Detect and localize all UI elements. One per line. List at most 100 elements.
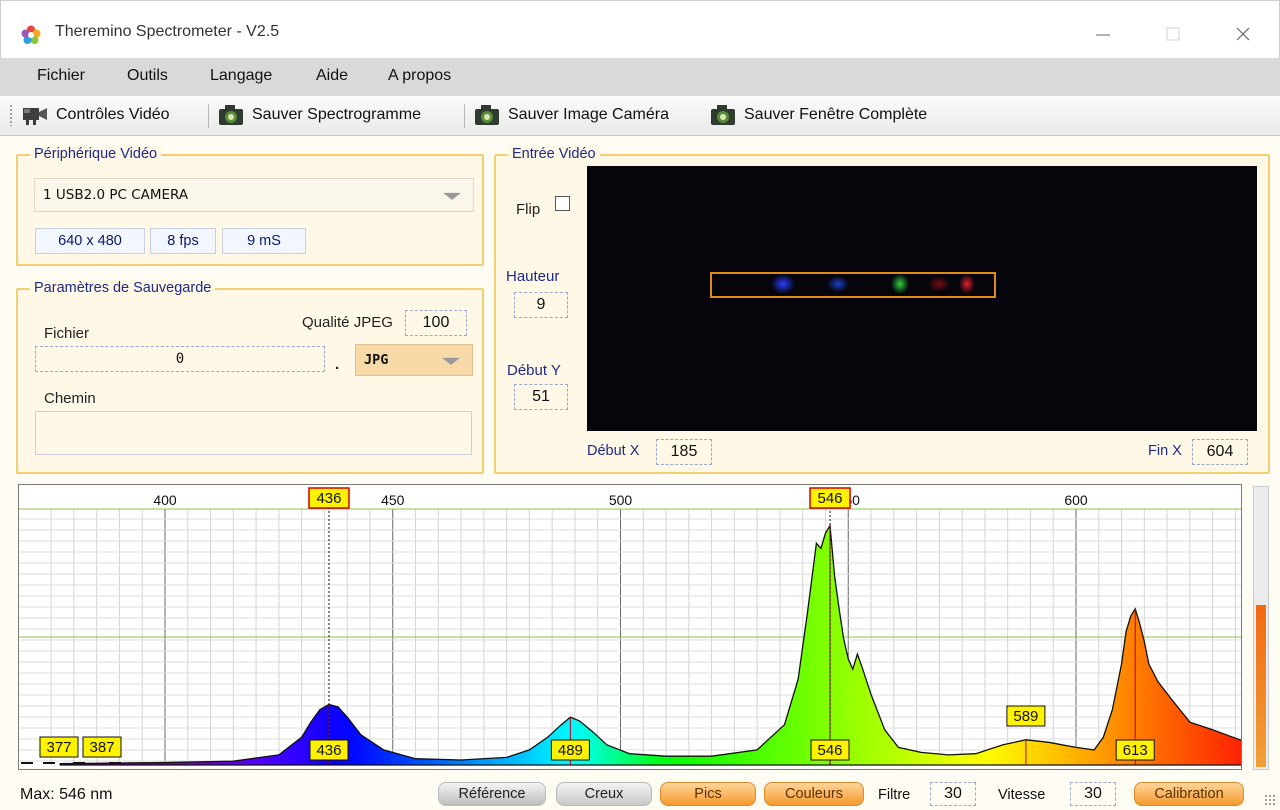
save-spectrogram-button[interactable]: Sauver Spectrogramme [218,102,421,128]
close-icon [1236,27,1250,41]
colors-button[interactable]: Couleurs [764,782,864,806]
fps-display: 8 fps [150,228,216,254]
video-preview[interactable] [587,166,1257,431]
peak-label: 546 [810,739,850,761]
peak-label: 387 [82,736,122,758]
peak-label-text: 546 [818,742,843,759]
file-label: Fichier [44,325,90,342]
cursor-label-text: 546 [818,490,843,507]
peak-label: 436 [309,739,349,761]
window-title: Theremino Spectrometer - V2.5 [55,23,280,40]
minimize-button[interactable] [1083,17,1123,51]
dark-red-line [928,276,950,292]
peaks-button[interactable]: Pics [660,782,756,806]
video-controls-button[interactable]: Contrôles Vidéo [22,102,170,128]
latency-display: 9 mS [222,228,306,254]
selection-rectangle[interactable] [710,272,996,298]
maximize-button[interactable] [1153,17,1193,51]
format-select[interactable]: JPG [355,344,473,376]
app-flower-icon [21,25,41,44]
close-button[interactable] [1223,17,1263,51]
x-tick-label: 450 [381,492,405,508]
peak-label-text: 377 [46,739,71,756]
save-params-title: Paramètres de Sauvegarde [30,280,216,296]
peak-label: 613 [1115,739,1155,761]
file-name-input[interactable]: 0 [35,346,325,372]
start-y-input[interactable]: 51 [514,384,568,410]
red-line [959,274,975,294]
calibration-button[interactable]: Calibration [1134,782,1244,806]
cursor-label-text: 436 [316,490,341,507]
peak-label-box [82,736,122,758]
height-input[interactable]: 9 [514,292,568,318]
extension-dot: . [335,356,340,373]
peak-label-box [1006,705,1046,727]
save-full-window-label: Sauver Fenêtre Complète [744,106,928,123]
menu-fichier[interactable]: Fichier [37,67,86,84]
peak-label: 589 [1006,705,1046,727]
camera-save-icon [711,105,735,125]
level-fill [1256,605,1266,767]
title-bar: Theremino Spectrometer - V2.5 [0,0,1280,58]
x-tick-label: 600 [1064,492,1088,508]
peak-label-box [810,739,850,761]
status-bar: Max: 546 nm Référence Creux Pics Couleur… [0,776,1280,810]
peak-label-text: 613 [1123,742,1148,759]
video-frame [710,272,996,298]
menu-langage[interactable]: Langage [210,67,273,84]
cursor-label[interactable]: 436 [308,487,350,509]
resolution-display: 640 x 480 [35,228,145,254]
flip-checkbox[interactable] [555,196,570,211]
flip-label: Flip [516,201,541,218]
save-camera-image-button[interactable]: Sauver Image Caméra [474,102,669,128]
jpeg-quality-label: Qualité JPEG [302,314,393,331]
maximize-icon [1166,27,1180,41]
jpeg-quality-input[interactable]: 100 [405,310,467,336]
peak-label-box [39,736,79,758]
end-x-input[interactable]: 604 [1192,439,1248,465]
x-tick-label: 400 [153,492,177,508]
speed-input[interactable]: 30 [1070,782,1116,806]
spectrum-svg: 4004505005506004365463773874364895465896… [19,487,1241,766]
path-input[interactable] [35,411,472,455]
green-line [891,274,909,294]
start-y-label: Début Y [507,362,561,379]
peak-label-text: 436 [316,742,341,759]
reference-button[interactable]: Référence [438,782,546,806]
speed-label: Vitesse [998,787,1046,803]
video-device-title: Périphérique Vidéo [30,146,162,162]
cursor-label-box[interactable] [308,487,350,509]
max-readout: Max: 546 nm [20,786,113,803]
height-label: Hauteur [506,268,560,285]
spectrum-chart[interactable]: 4004505005506004365463773874364895465896… [18,484,1242,770]
cursor-label[interactable]: 546 [809,487,851,509]
cursor-label-box[interactable] [809,487,851,509]
camera-save-icon [219,105,243,125]
spectrum-area [59,523,1241,766]
filter-label: Filtre [878,787,911,803]
video-device-select[interactable]: 1 USB2.0 PC CAMERA [34,178,474,212]
path-label: Chemin [44,390,96,407]
save-full-window-button[interactable]: Sauver Fenêtre Complète [710,102,927,128]
start-x-input[interactable]: 185 [656,439,712,465]
peak-label-text: 387 [89,739,114,756]
menu-outils[interactable]: Outils [127,67,168,84]
video-camera-icon [23,108,47,125]
peak-label-text: 489 [558,742,583,759]
menu-a-propos[interactable]: A propos [388,67,452,84]
chevron-down-icon [442,357,460,365]
blue-line [771,274,795,294]
start-x-label: Début X [587,443,640,459]
level-scrollbar[interactable] [1253,486,1269,770]
peak-label-box [1115,739,1155,761]
toolbar-grip[interactable] [9,104,13,126]
save-spectrogram-label: Sauver Spectrogramme [252,106,421,123]
toolbar: Contrôles Vidéo Sauver Spectrogramme Sau… [0,96,1280,136]
toolbar-separator [208,104,209,128]
menu-aide[interactable]: Aide [316,67,349,84]
filter-input[interactable]: 30 [930,782,976,806]
valleys-button[interactable]: Creux [556,782,652,806]
resize-grip[interactable] [1264,794,1276,806]
peak-label-box [550,739,590,761]
video-controls-label: Contrôles Vidéo [56,106,170,123]
